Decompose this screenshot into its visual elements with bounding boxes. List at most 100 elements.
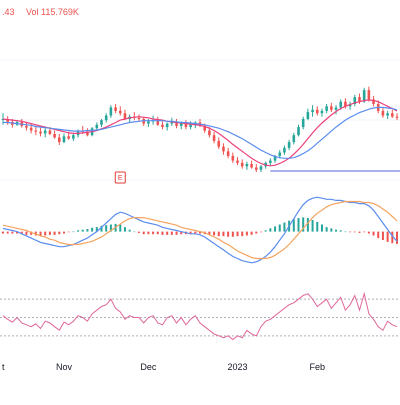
macd-histogram-bar — [91, 227, 94, 232]
macd-line[interactable] — [2, 196, 398, 264]
macd-histogram-bar — [11, 231, 14, 234]
candle-body[interactable] — [34, 130, 38, 132]
moving-average-line[interactable] — [3, 106, 398, 159]
event-marker-icon[interactable] — [114, 171, 126, 184]
candle-body[interactable] — [250, 164, 253, 168]
candle-body[interactable] — [100, 120, 103, 125]
candle-body[interactable] — [315, 109, 319, 114]
candle-body[interactable] — [254, 167, 258, 170]
candle-body[interactable] — [353, 97, 357, 104]
macd-histogram-bar — [180, 231, 183, 235]
signal-line[interactable] — [2, 200, 398, 260]
macd-histogram-bar — [39, 231, 42, 236]
candle-body[interactable] — [203, 125, 206, 131]
candle-body[interactable] — [86, 131, 89, 136]
candle-body[interactable] — [240, 162, 244, 167]
macd-pane[interactable] — [2, 196, 398, 264]
candle-body[interactable] — [381, 110, 385, 116]
macd-histogram-bar — [241, 231, 244, 237]
price-pane[interactable]: E — [1, 86, 400, 184]
candle-body[interactable] — [311, 109, 314, 113]
candle-body[interactable] — [179, 123, 183, 126]
candle-body[interactable] — [372, 99, 375, 104]
candle-body[interactable] — [245, 164, 249, 167]
candle-body[interactable] — [306, 112, 310, 119]
candle-body[interactable] — [109, 107, 113, 116]
candle-body[interactable] — [236, 160, 239, 163]
macd-histogram-bar — [264, 230, 267, 232]
rsi-line[interactable] — [2, 291, 398, 341]
candle-body[interactable] — [344, 101, 347, 107]
candle-body[interactable] — [67, 136, 70, 139]
candle-body[interactable] — [62, 136, 66, 143]
candle-body[interactable] — [147, 121, 150, 124]
candle-body[interactable] — [137, 117, 141, 119]
candle-body[interactable] — [386, 113, 389, 116]
candle-body[interactable] — [287, 142, 291, 148]
candle-body[interactable] — [325, 106, 328, 111]
candle-body[interactable] — [104, 115, 108, 121]
candle-body[interactable] — [25, 125, 28, 128]
candle-body[interactable] — [175, 122, 178, 126]
moving-average-line[interactable] — [2, 99, 398, 167]
candle-body[interactable] — [269, 160, 272, 163]
rsi-pane[interactable] — [0, 291, 400, 341]
macd-histogram-bar — [152, 231, 155, 235]
candle-body[interactable] — [48, 130, 52, 135]
candle-body[interactable] — [212, 135, 216, 141]
candle-body[interactable] — [6, 118, 9, 122]
macd-histogram-bar — [367, 231, 370, 234]
candle-body[interactable] — [226, 151, 230, 156]
candle-body[interactable] — [156, 120, 160, 125]
candle-body[interactable] — [273, 155, 277, 161]
macd-histogram-bar — [325, 227, 328, 232]
candle-body[interactable] — [118, 110, 122, 114]
macd-histogram-bar — [245, 231, 248, 236]
macd-histogram-bar — [142, 231, 145, 235]
candle-body[interactable] — [358, 97, 361, 102]
x-axis-tick-label: t — [2, 362, 5, 372]
candle-body[interactable] — [278, 152, 282, 156]
macd-histogram-bar — [6, 231, 9, 234]
candle-body[interactable] — [53, 134, 56, 138]
x-axis-tick-label: Dec — [140, 362, 157, 372]
candle-body[interactable] — [123, 113, 127, 119]
candle-body[interactable] — [301, 118, 305, 128]
candle-body[interactable] — [222, 146, 225, 152]
candle-body[interactable] — [330, 106, 333, 110]
macd-histogram-bar — [236, 231, 239, 237]
candle-body[interactable] — [395, 116, 399, 118]
candle-body[interactable] — [231, 155, 235, 161]
candle-body[interactable] — [391, 113, 394, 117]
candle-body[interactable] — [114, 107, 117, 111]
candle-body[interactable] — [217, 140, 221, 147]
candle-body[interactable] — [320, 110, 324, 114]
candle-body[interactable] — [297, 127, 300, 136]
macd-histogram-bar — [316, 221, 319, 232]
candle-body[interactable] — [161, 124, 164, 128]
candle-body[interactable] — [189, 124, 192, 128]
candle-body[interactable] — [39, 131, 42, 134]
candle-body[interactable] — [283, 147, 286, 153]
candle-body[interactable] — [184, 123, 188, 128]
candle-body[interactable] — [208, 130, 211, 136]
candle-body[interactable] — [57, 137, 61, 143]
candle-body[interactable] — [367, 90, 371, 100]
candle-body[interactable] — [334, 107, 338, 110]
macd-histogram-bar — [330, 228, 333, 232]
candle-body[interactable] — [142, 118, 146, 124]
candle-body[interactable] — [95, 124, 99, 129]
candle-body[interactable] — [43, 130, 47, 134]
macd-histogram-bar — [166, 231, 169, 235]
candle-body[interactable] — [72, 135, 75, 139]
macd-histogram-bar — [344, 231, 347, 233]
candle-body[interactable] — [165, 123, 169, 128]
candle-body[interactable] — [170, 122, 174, 124]
candle-body[interactable] — [339, 101, 343, 108]
candle-body[interactable] — [292, 135, 296, 143]
candle-body[interactable] — [259, 166, 263, 170]
candle-body[interactable] — [362, 90, 366, 102]
candle-body[interactable] — [29, 127, 33, 131]
